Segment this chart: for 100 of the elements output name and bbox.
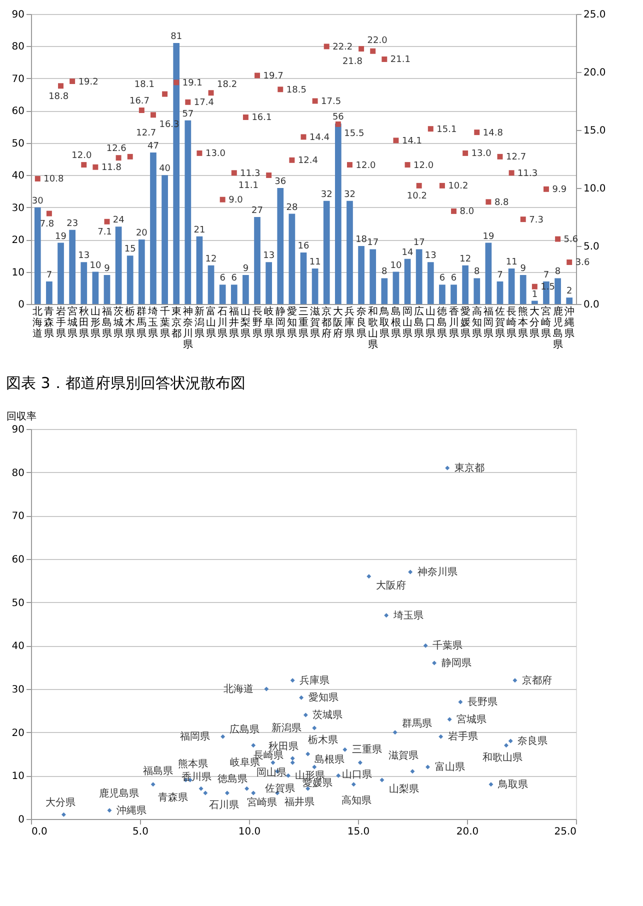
data-label: 15.5 bbox=[344, 129, 364, 140]
point bbox=[566, 260, 572, 265]
annotation: 岡山県 bbox=[256, 766, 287, 778]
data-label: 30 bbox=[32, 196, 44, 206]
annotation: 愛媛県 bbox=[302, 777, 332, 789]
x-tick-label: 富山県 bbox=[206, 306, 216, 340]
x-tick-label: 高知県 bbox=[472, 306, 482, 340]
data-label: 21.1 bbox=[390, 55, 410, 66]
bar bbox=[508, 268, 515, 304]
y-tick-label: 70 bbox=[12, 74, 24, 85]
data-label: 17 bbox=[367, 238, 379, 248]
bar bbox=[532, 300, 538, 304]
bar bbox=[427, 262, 434, 304]
annotation: 和歌山県 bbox=[482, 751, 523, 764]
x-tick-label: 15.0 bbox=[347, 826, 370, 838]
point bbox=[220, 196, 226, 202]
annotation: 新潟県 bbox=[271, 722, 302, 734]
point bbox=[543, 186, 549, 192]
data-label: 17 bbox=[413, 238, 425, 248]
data-label: 6 bbox=[220, 274, 226, 284]
bar bbox=[474, 278, 480, 304]
annotation: 茨城県 bbox=[312, 709, 343, 721]
y-tick-label: 90 bbox=[12, 424, 24, 436]
point bbox=[127, 154, 133, 160]
bar bbox=[323, 200, 330, 304]
x-tick-label: 福岡県 bbox=[483, 306, 494, 340]
x-tick-label: 岡山県 bbox=[402, 306, 413, 340]
data-label: 21 bbox=[194, 225, 206, 236]
bar bbox=[69, 230, 76, 304]
bar bbox=[462, 265, 469, 304]
annotation: 福島県 bbox=[142, 765, 173, 777]
data-label: 16 bbox=[298, 241, 310, 252]
point bbox=[497, 154, 503, 160]
annotation: 鹿児島県 bbox=[99, 787, 140, 800]
data-label: 5.6 bbox=[564, 235, 578, 246]
x-tick-label: 鳥取県 bbox=[378, 306, 390, 340]
x-tick-label: 鹿児島県 bbox=[552, 306, 563, 350]
data-label: 10.8 bbox=[44, 174, 64, 185]
annotation: 兵庫県 bbox=[300, 674, 330, 686]
bar bbox=[312, 268, 318, 304]
annotation: 三重県 bbox=[352, 744, 382, 756]
x-tick-label: 宮崎県 bbox=[541, 306, 552, 340]
bar bbox=[300, 252, 307, 304]
x-tick-label: 栃木県 bbox=[125, 306, 136, 340]
bar bbox=[496, 281, 504, 304]
bar bbox=[58, 242, 64, 304]
x-tick-label: 0.0 bbox=[32, 826, 48, 838]
point bbox=[508, 170, 514, 176]
x-tick-label: 香川県 bbox=[448, 306, 459, 340]
x-tick-label: 北海道 bbox=[32, 306, 43, 340]
data-label: 32 bbox=[344, 190, 356, 200]
data-label: 81 bbox=[170, 32, 182, 42]
data-label: 12.4 bbox=[298, 156, 318, 166]
bar bbox=[404, 258, 411, 304]
point bbox=[174, 80, 180, 86]
data-label: 19 bbox=[482, 232, 494, 242]
data-label: 18.1 bbox=[134, 80, 154, 90]
y-tick-label: 30 bbox=[12, 684, 24, 696]
annotation: 鳥取県 bbox=[496, 778, 528, 790]
data-label: 8 bbox=[474, 267, 480, 278]
data-label: 11.3 bbox=[518, 168, 538, 179]
annotation: 青森県 bbox=[158, 792, 188, 804]
data-label: 9.0 bbox=[228, 196, 244, 206]
data-label: 6 bbox=[439, 274, 446, 284]
data-label: 20 bbox=[136, 228, 148, 239]
data-label: 7.1 bbox=[98, 228, 112, 238]
bar bbox=[450, 284, 457, 304]
bar bbox=[126, 256, 134, 304]
point bbox=[208, 90, 214, 96]
x-tick-label: 長崎県 bbox=[506, 306, 517, 340]
data-label: 22.2 bbox=[332, 42, 353, 52]
data-label: 22.0 bbox=[367, 36, 388, 46]
y-axis-title: 回収率 bbox=[6, 410, 36, 422]
y2-tick-label: 25.0 bbox=[584, 10, 606, 20]
data-label: 10 bbox=[90, 260, 102, 271]
data-label: 11.8 bbox=[101, 163, 122, 174]
annotation: 静岡県 bbox=[441, 657, 472, 669]
y-tick-label: 60 bbox=[12, 106, 24, 118]
annotation: 奈良県 bbox=[518, 735, 548, 747]
bar bbox=[219, 284, 226, 304]
data-label: 12.7 bbox=[506, 152, 526, 163]
point bbox=[278, 86, 284, 92]
annotation: 栃木県 bbox=[308, 734, 338, 746]
x-tick-label: 静岡県 bbox=[275, 306, 286, 340]
x-tick-label: 25.0 bbox=[554, 826, 576, 838]
data-label: 15 bbox=[124, 244, 136, 255]
point bbox=[162, 91, 168, 97]
y2-tick-label: 15.0 bbox=[584, 126, 606, 136]
x-tick-label: 熊本県 bbox=[518, 306, 528, 340]
x-tick-label: 京都府 bbox=[322, 306, 332, 340]
x-tick-label: 兵庫県 bbox=[344, 306, 355, 340]
point bbox=[185, 99, 191, 105]
point bbox=[370, 48, 376, 54]
point bbox=[532, 284, 538, 290]
data-label: 1 bbox=[532, 290, 538, 300]
point bbox=[70, 78, 76, 84]
bar bbox=[196, 236, 203, 304]
y2-tick-label: 20.0 bbox=[584, 68, 606, 78]
data-label: 11 bbox=[309, 258, 321, 268]
point bbox=[46, 210, 52, 216]
